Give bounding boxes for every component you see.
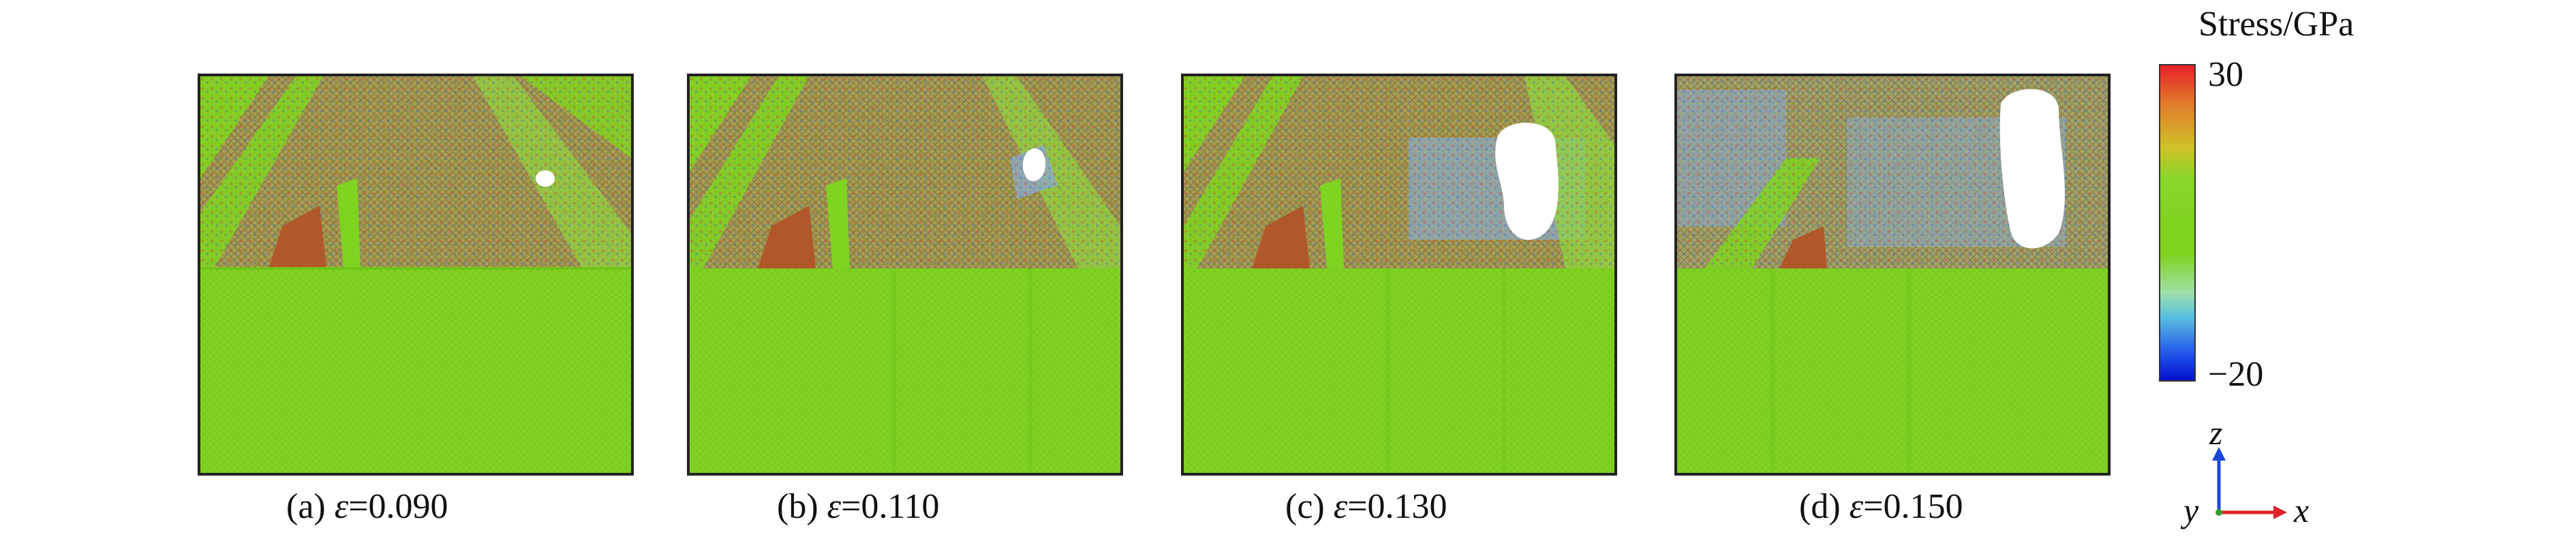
atomistic-snapshot-b: [690, 76, 1120, 473]
caption-b-prefix: (b): [777, 487, 827, 526]
atomistic-snapshot-a: [200, 76, 631, 473]
epsilon-symbol: ε: [334, 487, 349, 526]
y-axis-label: y: [2183, 491, 2199, 529]
axes-arrows-icon: [2212, 447, 2287, 519]
caption-b-value: =0.110: [841, 487, 940, 526]
stress-colorbar: [2159, 64, 2196, 382]
caption-d-prefix: (d): [1799, 487, 1850, 526]
caption-d-value: =0.150: [1863, 487, 1963, 526]
atomistic-snapshot-d: [1677, 76, 2108, 473]
snapshot-panel-c: [1181, 74, 1617, 476]
caption-c: (c) ε=0.130: [1285, 486, 1447, 527]
colorbar-min-label: −20: [2208, 355, 2264, 394]
epsilon-symbol: ε: [827, 487, 842, 526]
colorbar-max-label: 30: [2208, 55, 2243, 94]
caption-c-prefix: (c): [1285, 487, 1334, 526]
caption-d: (d) ε=0.150: [1799, 486, 1963, 527]
legend-title: Stress/GPa: [2198, 5, 2355, 44]
caption-b: (b) ε=0.110: [777, 486, 940, 527]
caption-a: (a) ε=0.090: [286, 486, 448, 527]
snapshot-panel-d: [1674, 74, 2111, 476]
atomistic-snapshot-c: [1184, 76, 1614, 473]
epsilon-symbol: ε: [1849, 487, 1864, 526]
snapshot-panel-b: [687, 74, 1123, 476]
caption-a-value: =0.090: [348, 487, 448, 526]
caption-c-value: =0.130: [1347, 487, 1447, 526]
snapshot-panel-a: [198, 74, 634, 476]
epsilon-symbol: ε: [1333, 487, 1348, 526]
caption-a-prefix: (a): [286, 487, 335, 526]
coordinate-axes: z y x: [2167, 414, 2324, 531]
x-axis-label: x: [2294, 491, 2310, 529]
z-axis-label: z: [2209, 414, 2223, 452]
